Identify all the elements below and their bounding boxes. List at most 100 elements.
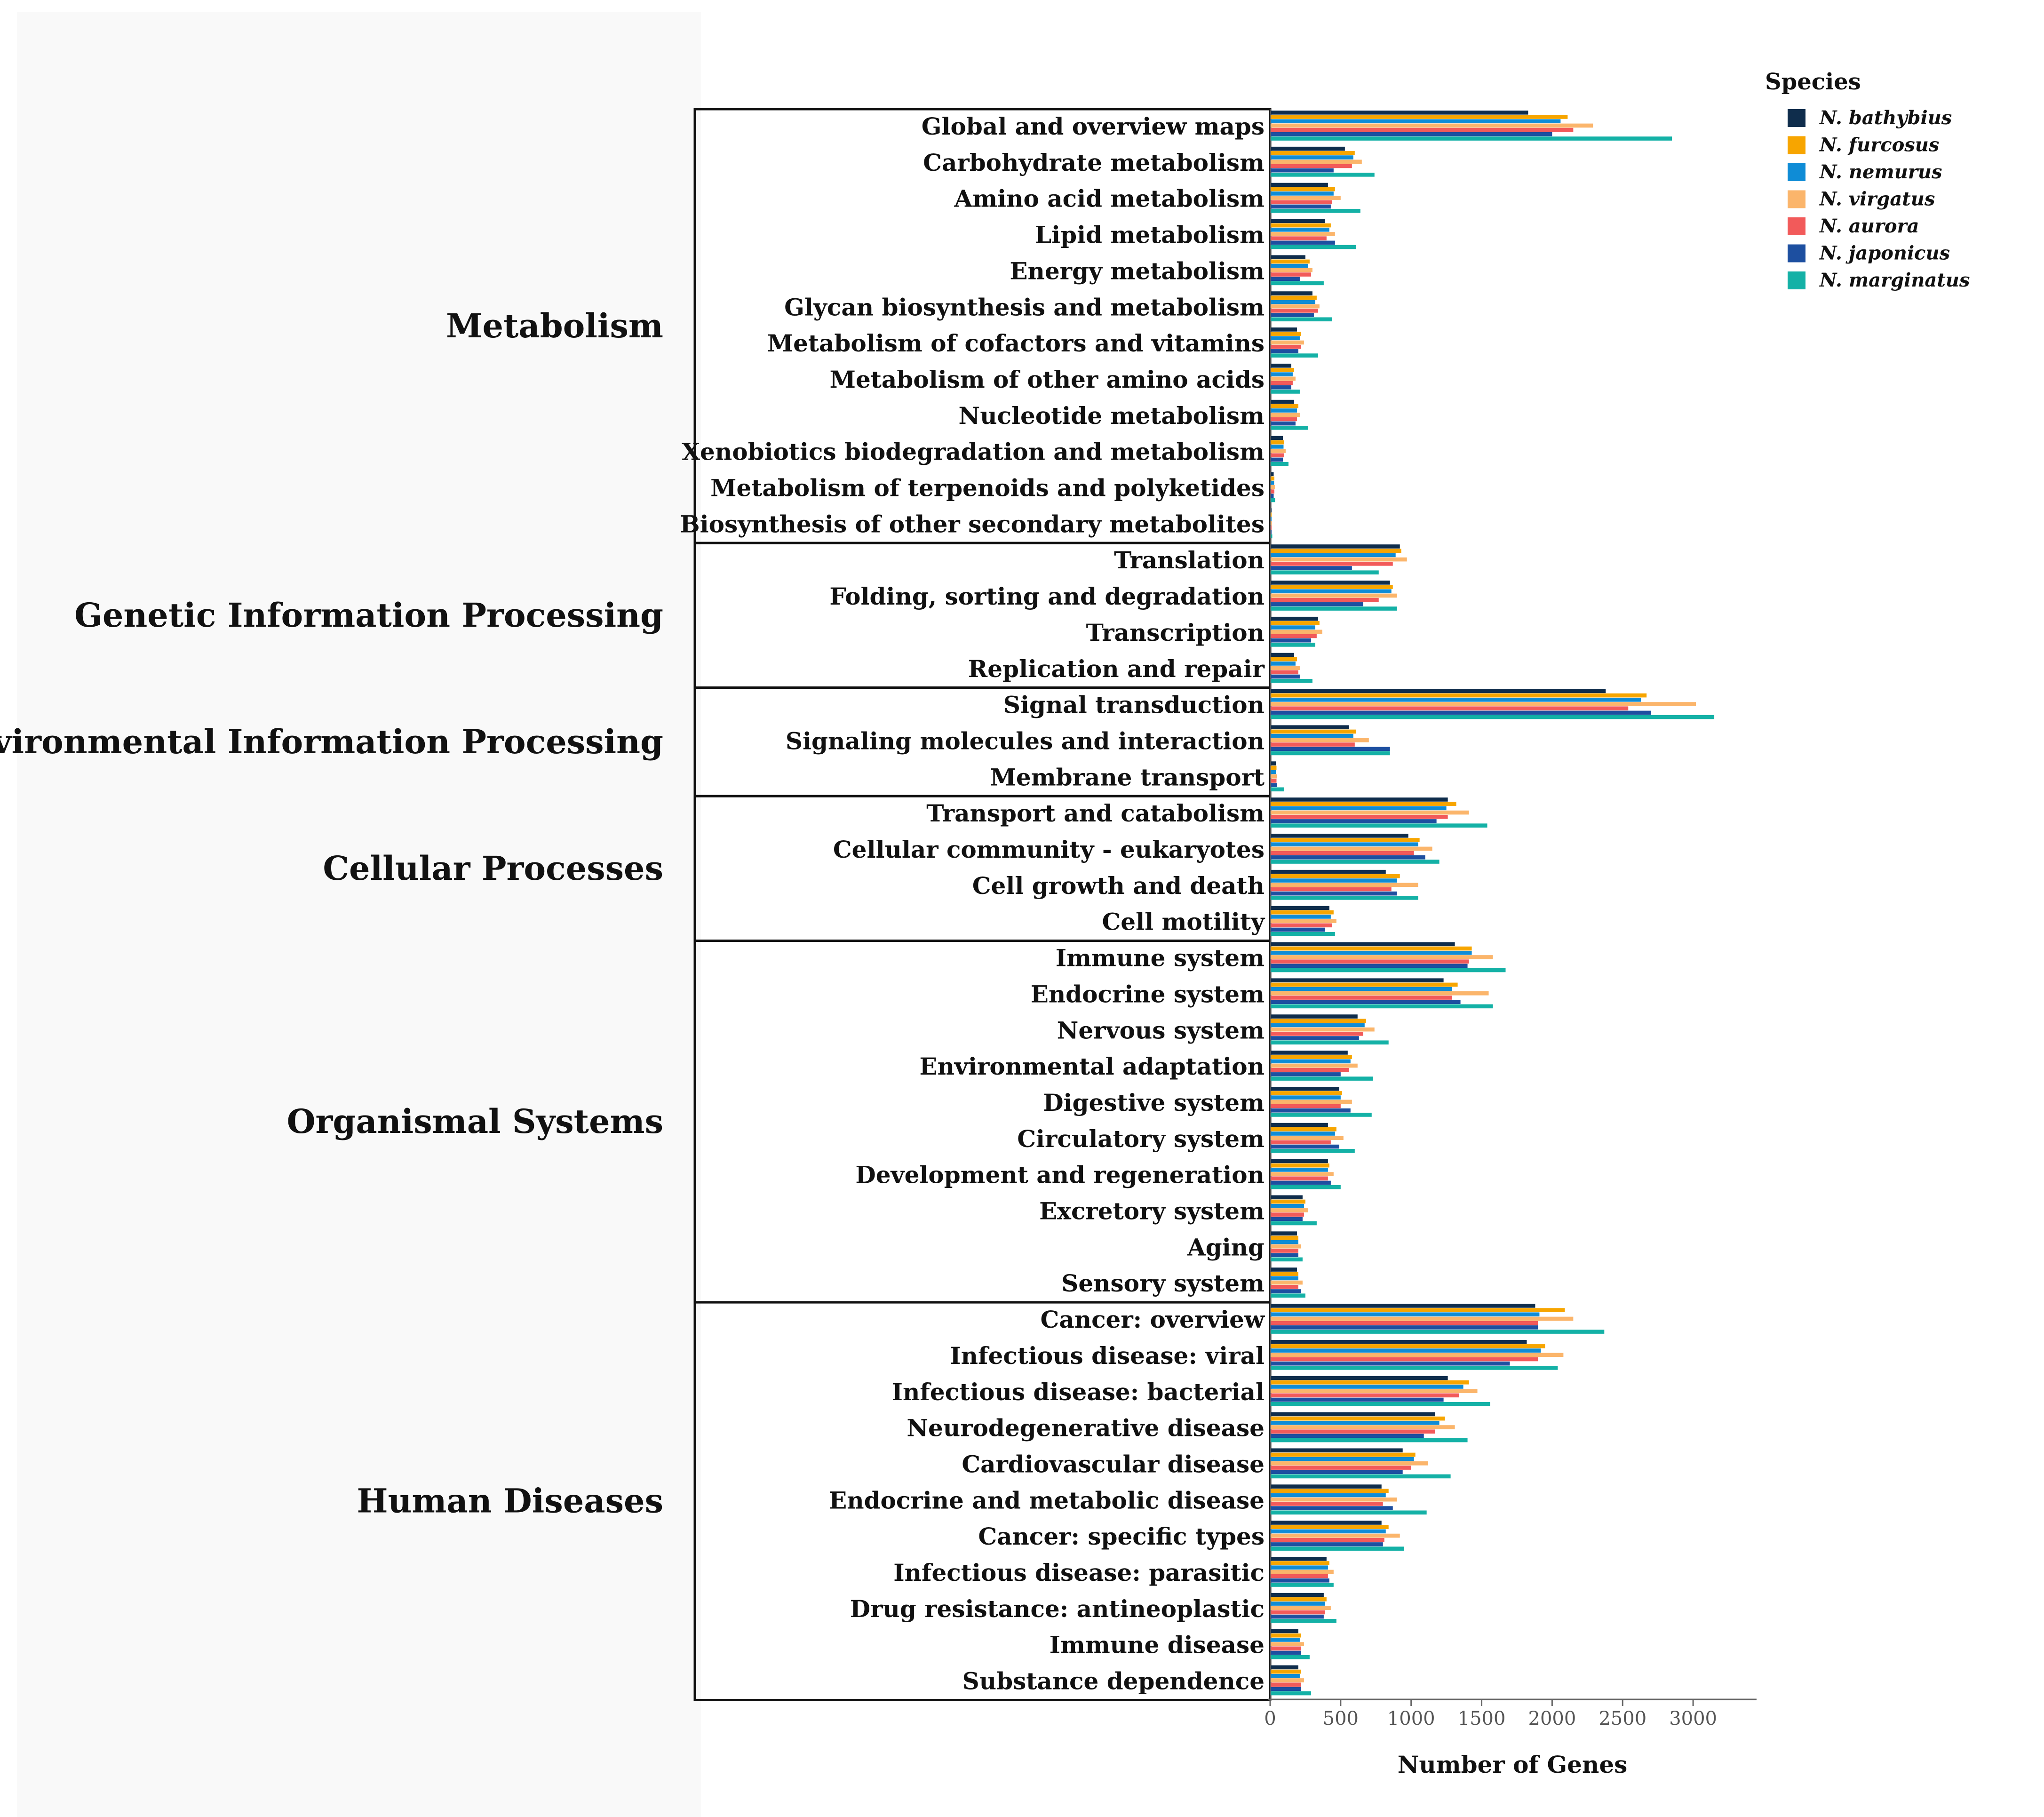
bar-signaling-molecules-and-interaction-n-nemurus xyxy=(1270,733,1353,738)
bar-xenobiotics-biodegradation-and-metabolism-n-marginatus xyxy=(1270,462,1288,466)
bar-metabolism-of-other-amino-acids-n-aurora xyxy=(1270,381,1293,385)
category-label: Membrane transport xyxy=(990,763,1265,791)
bar-membrane-transport-n-virgatus xyxy=(1270,774,1277,779)
bar-immune-system-n-japonicus xyxy=(1270,964,1468,968)
bar-glycan-biosynthesis-and-metabolism-n-japonicus xyxy=(1270,313,1314,317)
bar-infectious-disease-viral-n-aurora xyxy=(1270,1357,1538,1362)
legend-label: N. japonicus xyxy=(1819,242,1950,264)
legend-swatch xyxy=(1788,217,1805,235)
bar-neurodegenerative-disease-n-nemurus xyxy=(1270,1421,1440,1425)
bar-nucleotide-metabolism-n-virgatus xyxy=(1270,413,1300,417)
bar-metabolism-of-other-amino-acids-n-virgatus xyxy=(1270,376,1296,381)
bar-nervous-system-n-nemurus xyxy=(1270,1023,1365,1028)
bar-carbohydrate-metabolism-n-marginatus xyxy=(1270,173,1375,177)
bar-immune-disease-n-furcosus xyxy=(1270,1633,1301,1638)
bar-infectious-disease-bacterial-n-bathybius xyxy=(1270,1376,1448,1380)
bar-aging-n-bathybius xyxy=(1270,1231,1297,1235)
bar-substance-dependence-n-virgatus xyxy=(1270,1678,1304,1682)
bar-immune-system-n-aurora xyxy=(1270,959,1469,964)
bar-glycan-biosynthesis-and-metabolism-n-nemurus xyxy=(1270,300,1315,304)
category-label: Signal transduction xyxy=(1003,691,1265,719)
bar-metabolism-of-cofactors-and-vitamins-n-japonicus xyxy=(1270,349,1298,353)
bar-immune-disease-n-marginatus xyxy=(1270,1655,1310,1659)
bar-drug-resistance-antineoplastic-n-japonicus xyxy=(1270,1614,1324,1619)
category-label: Neurodegenerative disease xyxy=(907,1414,1265,1442)
bar-neurodegenerative-disease-n-marginatus xyxy=(1270,1438,1468,1442)
bar-signal-transduction-n-bathybius xyxy=(1270,689,1606,693)
bar-endocrine-and-metabolic-disease-n-aurora xyxy=(1270,1502,1383,1506)
bar-environmental-adaptation-n-virgatus xyxy=(1270,1063,1358,1068)
bar-nervous-system-n-bathybius xyxy=(1270,1014,1358,1019)
bar-carbohydrate-metabolism-n-virgatus xyxy=(1270,159,1362,164)
bar-cancer-overview-n-aurora xyxy=(1270,1321,1538,1325)
bar-endocrine-system-n-aurora xyxy=(1270,996,1452,1000)
bar-carbohydrate-metabolism-n-furcosus xyxy=(1270,151,1355,155)
bar-infectious-disease-bacterial-n-virgatus xyxy=(1270,1389,1478,1393)
bar-sensory-system-n-nemurus xyxy=(1270,1276,1298,1281)
bar-nucleotide-metabolism-n-furcosus xyxy=(1270,404,1298,408)
bar-cell-growth-and-death-n-aurora xyxy=(1270,887,1392,892)
category-label: Digestive system xyxy=(1043,1089,1265,1116)
x-tick-label: 0 xyxy=(1264,1708,1276,1729)
bar-amino-acid-metabolism-n-japonicus xyxy=(1270,204,1331,209)
bar-signaling-molecules-and-interaction-n-aurora xyxy=(1270,742,1355,747)
bar-excretory-system-n-bathybius xyxy=(1270,1195,1303,1200)
bar-drug-resistance-antineoplastic-n-virgatus xyxy=(1270,1606,1331,1610)
bar-translation-n-nemurus xyxy=(1270,553,1396,558)
bar-digestive-system-n-virgatus xyxy=(1270,1100,1352,1104)
bar-replication-and-repair-n-marginatus xyxy=(1270,678,1312,683)
bar-drug-resistance-antineoplastic-n-aurora xyxy=(1270,1610,1325,1615)
bar-membrane-transport-n-aurora xyxy=(1270,779,1277,783)
bar-substance-dependence-n-marginatus xyxy=(1270,1691,1311,1696)
bar-substance-dependence-n-furcosus xyxy=(1270,1669,1301,1674)
bar-folding-sorting-and-degradation-n-virgatus xyxy=(1270,593,1397,598)
bar-signaling-molecules-and-interaction-n-marginatus xyxy=(1270,751,1390,756)
bar-substance-dependence-n-bathybius xyxy=(1270,1665,1298,1670)
bar-signal-transduction-n-japonicus xyxy=(1270,710,1651,715)
bar-neurodegenerative-disease-n-bathybius xyxy=(1270,1412,1435,1417)
bar-nucleotide-metabolism-n-marginatus xyxy=(1270,426,1308,430)
bar-cell-growth-and-death-n-nemurus xyxy=(1270,878,1397,883)
category-label: Drug resistance: antineoplastic xyxy=(850,1595,1265,1623)
bar-endocrine-and-metabolic-disease-n-marginatus xyxy=(1270,1510,1427,1515)
bar-metabolism-of-terpenoids-and-polyketides-n-marginatus xyxy=(1270,498,1275,502)
category-label: Lipid metabolism xyxy=(1035,221,1265,249)
bar-environmental-adaptation-n-japonicus xyxy=(1270,1072,1341,1076)
bar-cell-growth-and-death-n-japonicus xyxy=(1270,891,1397,896)
bar-metabolism-of-cofactors-and-vitamins-n-furcosus xyxy=(1270,332,1301,336)
x-tick-label: 500 xyxy=(1323,1708,1359,1729)
bar-folding-sorting-and-degradation-n-japonicus xyxy=(1270,602,1363,606)
bar-xenobiotics-biodegradation-and-metabolism-n-bathybius xyxy=(1270,436,1283,440)
bar-endocrine-and-metabolic-disease-n-japonicus xyxy=(1270,1506,1393,1510)
category-label: Xenobiotics biodegradation and metabolis… xyxy=(682,438,1265,466)
bar-global-and-overview-maps-n-bathybius xyxy=(1270,111,1528,115)
bar-digestive-system-n-furcosus xyxy=(1270,1091,1342,1095)
bar-xenobiotics-biodegradation-and-metabolism-n-nemurus xyxy=(1270,445,1284,449)
bar-energy-metabolism-n-japonicus xyxy=(1270,277,1300,281)
bar-cardiovascular-disease-n-virgatus xyxy=(1270,1461,1428,1466)
bar-infectious-disease-bacterial-n-aurora xyxy=(1270,1393,1459,1398)
legend-items: N. bathybius N. furcosus N. nemurus N. virg… xyxy=(1788,107,1970,291)
category-label: Excretory system xyxy=(1039,1197,1265,1225)
bar-amino-acid-metabolism-n-bathybius xyxy=(1270,183,1328,187)
bar-translation-n-japonicus xyxy=(1270,566,1352,570)
category-label: Biosynthesis of other secondary metaboli… xyxy=(680,510,1265,538)
bar-metabolism-of-terpenoids-and-polyketides-n-bathybius xyxy=(1270,472,1274,477)
bar-sensory-system-n-japonicus xyxy=(1270,1289,1301,1293)
bar-excretory-system-n-aurora xyxy=(1270,1212,1304,1217)
bar-lipid-metabolism-n-furcosus xyxy=(1270,223,1331,228)
bar-replication-and-repair-n-nemurus xyxy=(1270,661,1296,666)
bar-transcription-n-virgatus xyxy=(1270,630,1322,634)
bar-metabolism-of-terpenoids-and-polyketides-n-virgatus xyxy=(1270,485,1275,489)
bar-aging-n-nemurus xyxy=(1270,1240,1298,1244)
bar-cancer-overview-n-furcosus xyxy=(1270,1308,1565,1312)
bar-cell-growth-and-death-n-marginatus xyxy=(1270,896,1418,900)
bar-energy-metabolism-n-marginatus xyxy=(1270,281,1324,286)
bar-development-and-regeneration-n-aurora xyxy=(1270,1176,1328,1181)
x-tick-label: 1500 xyxy=(1458,1708,1506,1729)
bar-cancer-specific-types-n-aurora xyxy=(1270,1538,1384,1542)
bar-biosynthesis-of-other-secondary-metabolites-n-aurora xyxy=(1270,526,1272,530)
category-label: Cell growth and death xyxy=(972,872,1265,900)
bar-amino-acid-metabolism-n-aurora xyxy=(1270,200,1332,205)
bar-transport-and-catabolism-n-furcosus xyxy=(1270,802,1456,806)
